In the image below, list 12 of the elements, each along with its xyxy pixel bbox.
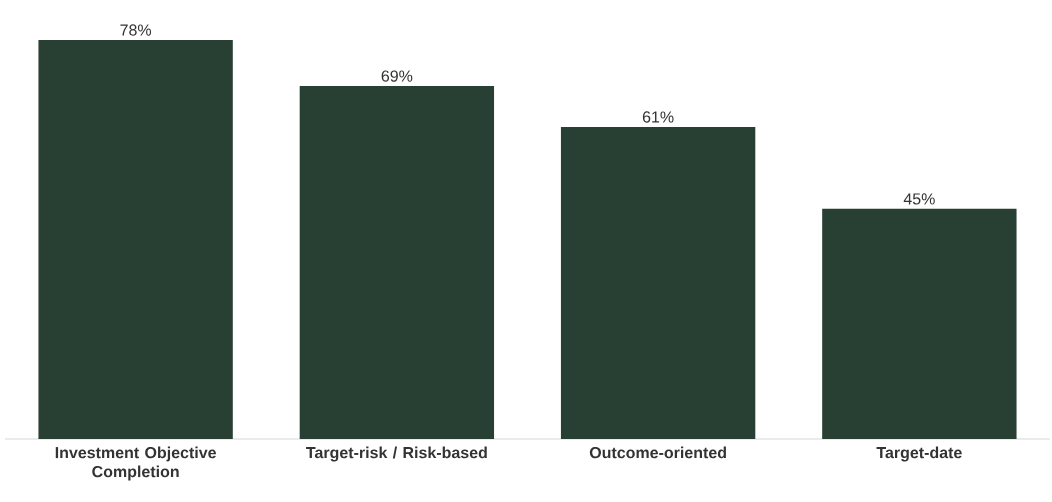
data-label: 69%: [381, 70, 413, 82]
bar: [560, 126, 756, 439]
data-label: 45%: [903, 193, 935, 205]
x-tick-label: Investment Objective Completion: [55, 446, 216, 481]
x-tick-label: Target-date: [876, 446, 962, 462]
x-tick-label: Target-risk / Risk-based: [306, 446, 487, 462]
bar: [822, 208, 1017, 439]
bar: [299, 85, 495, 439]
bar: [38, 39, 233, 439]
data-label: 61%: [642, 111, 674, 123]
x-tick-label: Outcome-oriented: [589, 446, 726, 459]
data-label: 78%: [120, 24, 152, 36]
